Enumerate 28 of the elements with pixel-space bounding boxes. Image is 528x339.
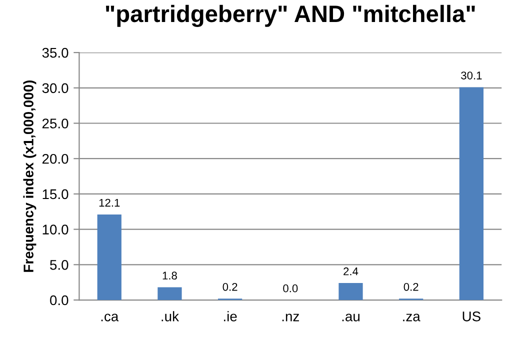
y-axis-title: Frequency index (x1,000,000) [23,80,36,272]
data-label: 0.2 [222,282,238,291]
x-tick-label: .au [342,314,360,322]
x-tick-label: .nz [282,314,299,322]
x-tick-label: .ie [224,311,237,322]
chart-title: "partridgeberry" AND "mitchella" [106,4,475,27]
bar [97,214,122,300]
y-tick-label: 25.0 [42,118,68,128]
bar [338,283,363,300]
data-label: 0.0 [283,284,298,292]
data-label: 12.1 [99,198,120,207]
x-tick-label: .ca [101,314,119,322]
bar [158,287,182,300]
y-tick-label: 30.0 [42,83,68,94]
y-tick-label: 20.0 [42,154,68,164]
x-tick-label: .za [403,314,420,322]
bar [459,87,484,300]
y-tick-label: 15.0 [42,189,68,200]
x-tick-label: US [462,311,480,322]
data-label: 2.4 [344,267,358,276]
y-tick-label: 35.0 [42,48,68,58]
data-label: 1.8 [162,272,177,280]
y-tick-label: 0.0 [50,295,68,306]
y-tick-label: 5.0 [50,260,68,270]
data-label: 30.1 [461,72,482,80]
y-tick-label: 10.0 [42,224,68,234]
data-label: 0.2 [404,282,418,291]
x-tick-label: .uk [162,311,179,322]
